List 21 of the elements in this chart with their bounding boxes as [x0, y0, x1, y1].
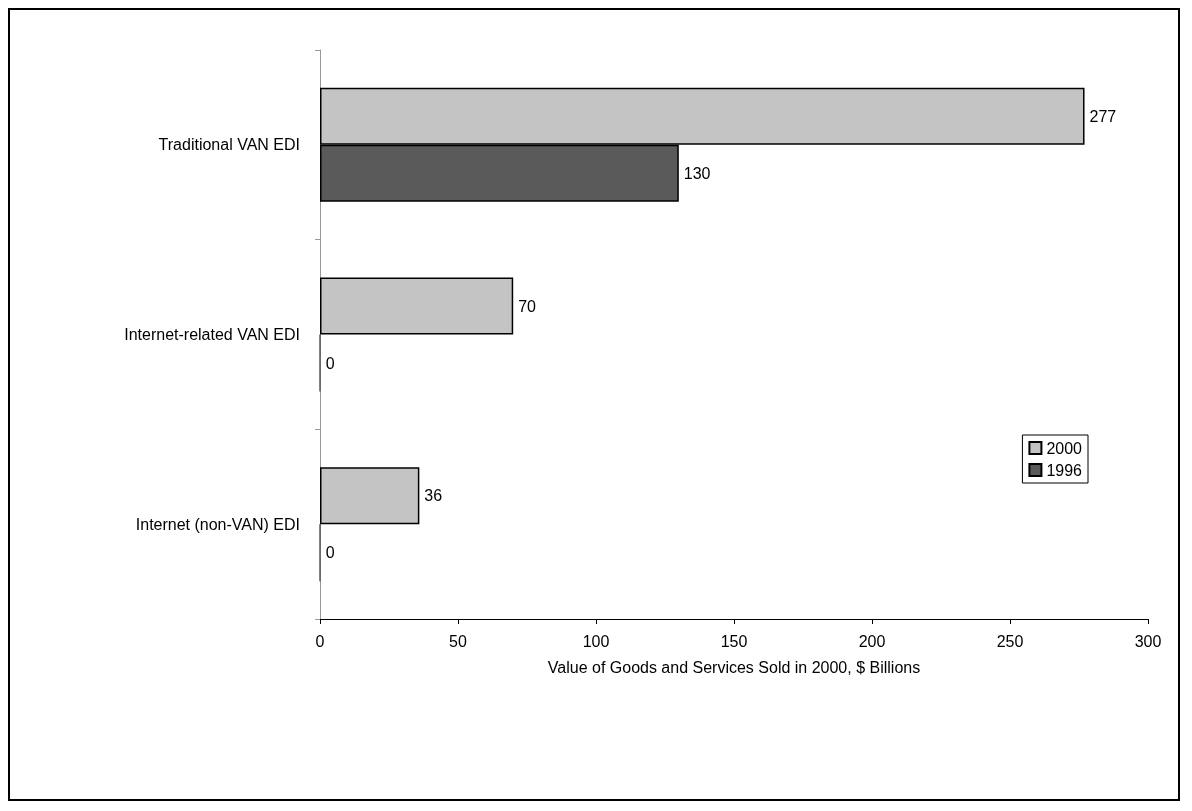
x-tick-label: 150 — [720, 632, 748, 650]
y-tick-label: Internet-related VAN EDI — [124, 326, 300, 343]
bar — [320, 277, 514, 335]
legend-label: 1996 — [1046, 461, 1083, 479]
x-tick-label: 250 — [996, 632, 1024, 650]
data-label: 0 — [325, 544, 335, 562]
data-label: 70 — [518, 297, 537, 315]
x-tick-label: 50 — [449, 632, 467, 650]
data-label: 130 — [683, 164, 711, 182]
x-tick-label: 0 — [315, 632, 325, 650]
bar — [320, 467, 420, 525]
x-tick-label: 300 — [1134, 632, 1162, 650]
x-tick-label: 100 — [582, 632, 610, 650]
y-tick-label: Traditional VAN EDI — [158, 136, 300, 154]
y-tick-label: Internet (non-VAN) EDI — [135, 515, 300, 533]
data-label: 277 — [1089, 107, 1117, 125]
data-label: 0 — [325, 354, 335, 372]
x-tick-label: 200 — [858, 632, 886, 650]
x-axis-title: Value of Goods and Services Sold in 2000, $ Billions — [547, 658, 921, 676]
legend-label: 2000 — [1046, 439, 1083, 457]
data-label: 36 — [424, 487, 443, 505]
